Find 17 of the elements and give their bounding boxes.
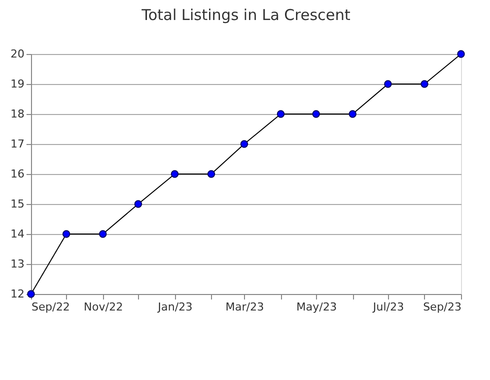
x-tick-label: Jul/23 bbox=[372, 300, 404, 314]
x-tick-label: Sep/22 bbox=[32, 300, 70, 314]
y-tick-label: 14 bbox=[10, 228, 24, 240]
y-tick-label: 15 bbox=[10, 198, 24, 210]
y-tick-label: 12 bbox=[10, 288, 24, 300]
x-tick-label: Mar/23 bbox=[226, 300, 264, 314]
x-tick-label: May/23 bbox=[296, 300, 337, 314]
x-tick-label: Nov/22 bbox=[84, 300, 123, 314]
y-tick-label: 19 bbox=[10, 78, 24, 90]
x-tick-label: Sep/23 bbox=[423, 300, 462, 314]
x-tick-label: Jan/23 bbox=[156, 300, 193, 314]
y-tick-label: 13 bbox=[10, 258, 24, 270]
y-tick-label: 16 bbox=[10, 168, 24, 180]
chart-title: Total Listings in La Crescent bbox=[140, 6, 351, 24]
y-tick-label: 17 bbox=[10, 138, 24, 150]
y-tick-label: 18 bbox=[10, 108, 24, 120]
y-tick-label: 20 bbox=[10, 48, 24, 60]
